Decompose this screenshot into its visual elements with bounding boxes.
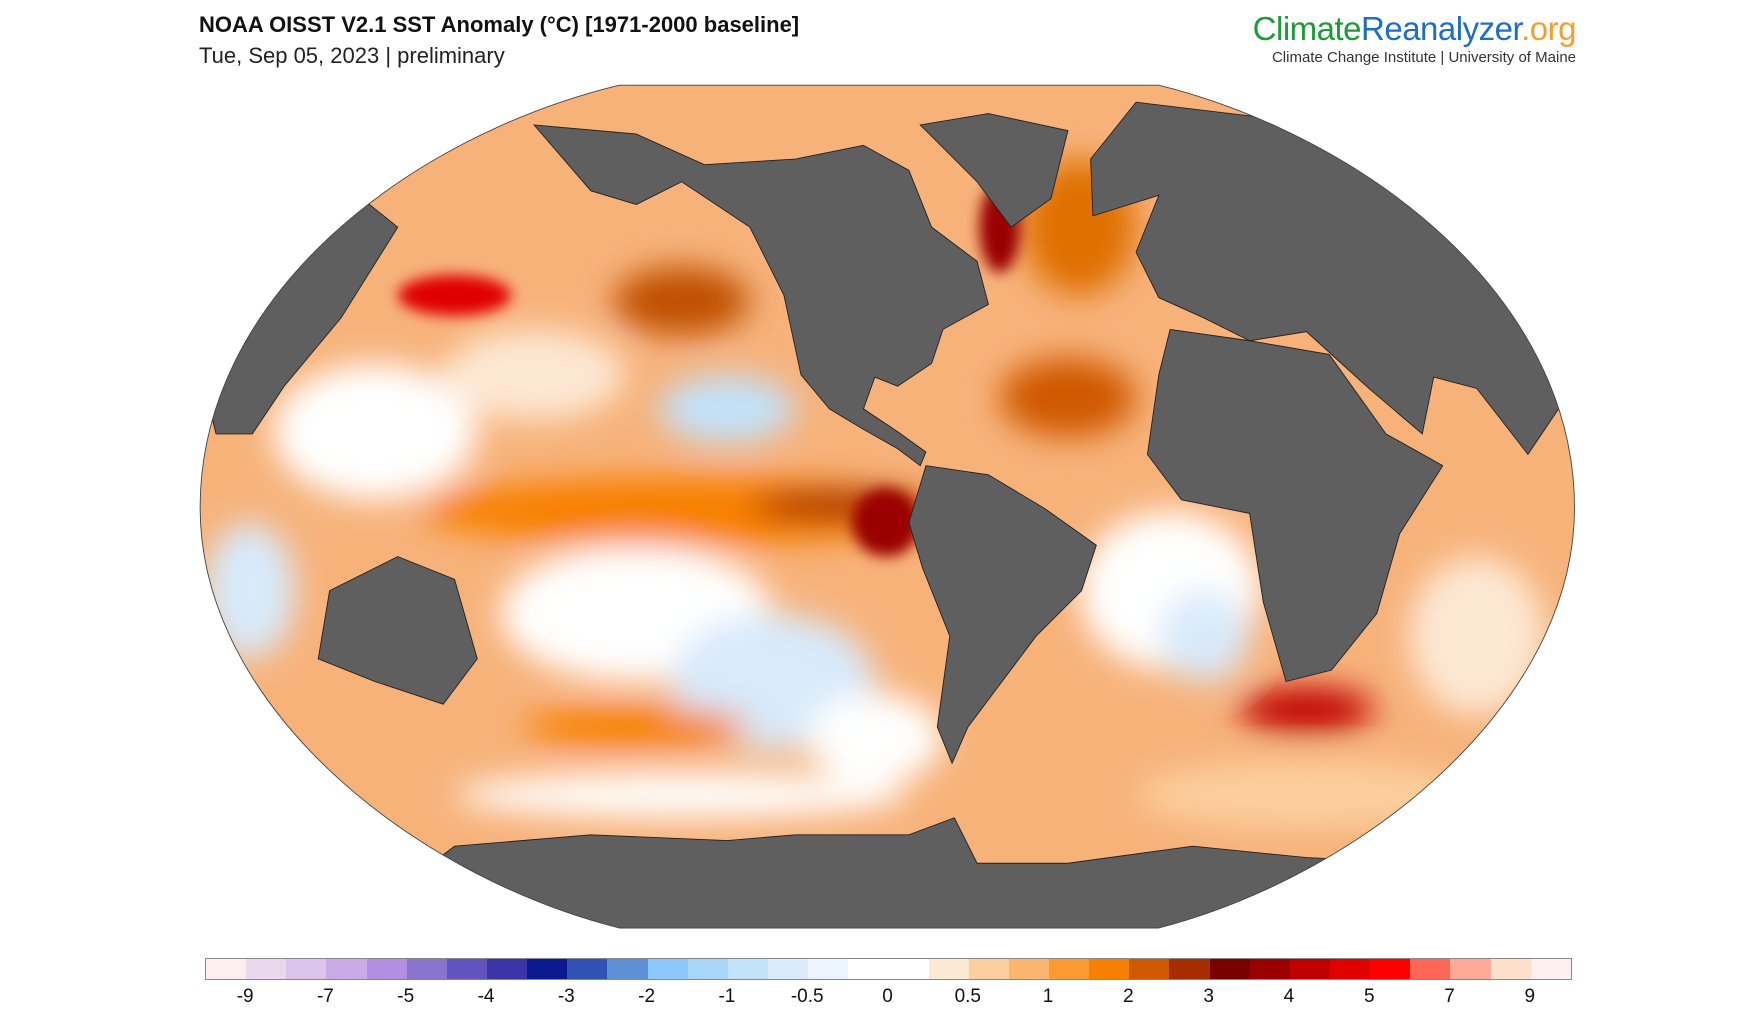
colorbar — [205, 958, 1572, 980]
north-america — [532, 124, 989, 467]
colorbar-swatch — [727, 959, 768, 979]
brand-name: ClimateReanalyzer.org — [1252, 10, 1577, 48]
colorbar-label: -5 — [397, 986, 415, 1007]
colorbar-label: 0 — [882, 986, 893, 1007]
colorbar-swatch — [206, 959, 247, 979]
colorbar-swatch — [1209, 959, 1250, 979]
colorbar-swatch — [567, 959, 608, 979]
colorbar-label: 9 — [1524, 986, 1536, 1007]
colorbar-label: 7 — [1444, 986, 1455, 1007]
colorbar-swatch — [647, 959, 688, 979]
colorbar-swatch — [1410, 959, 1451, 979]
colorbar-swatch — [246, 959, 287, 979]
australia — [317, 556, 478, 705]
colorbar-swatch — [366, 959, 407, 979]
colorbar-label: 0.5 — [954, 986, 981, 1007]
greenland — [919, 113, 1069, 228]
colorbar-swatch — [1490, 959, 1531, 979]
brand-logo[interactable]: ClimateReanalyzer.org Climate Change Ins… — [1252, 10, 1577, 66]
colorbar-label: -0.5 — [790, 986, 824, 1007]
colorbar-swatch — [286, 959, 327, 979]
south-america — [908, 465, 1097, 765]
colorbar-swatch — [1008, 959, 1049, 979]
colorbar-label: -7 — [316, 986, 334, 1007]
map-border — [199, 84, 1575, 929]
brand-subtitle: Climate Change Institute | University of… — [1271, 49, 1576, 66]
colorbar-swatch — [1450, 959, 1491, 979]
brand-part-reanalyzer: Reanalyzer — [1361, 10, 1522, 47]
colorbar-swatch — [1289, 959, 1330, 979]
colorbar-label: -4 — [477, 986, 495, 1007]
colorbar-swatch — [767, 959, 809, 979]
colorbar-swatch — [1129, 959, 1170, 979]
brand-part-org: .org — [1521, 10, 1576, 47]
brand-part-climate: Climate — [1252, 10, 1362, 47]
colorbar-swatch — [888, 959, 929, 979]
colorbar-swatch — [527, 959, 568, 979]
colorbar-label: 4 — [1283, 986, 1295, 1007]
colorbar-swatch — [486, 959, 528, 979]
colorbar-label: -3 — [557, 986, 575, 1007]
colorbar-swatch — [928, 959, 969, 979]
map-date: Tue, Sep 05, 2023 | preliminary — [199, 43, 505, 68]
colorbar-swatch — [1530, 959, 1571, 979]
colorbar-labels: -9 -7 -5 -4 -3 -2 -1 -0.5 0 0.5 1 2 3 4 5 7 9 — [205, 986, 1570, 1010]
colorbar-swatch — [1089, 959, 1130, 979]
colorbar-swatch — [1169, 959, 1210, 979]
colorbar-label: 2 — [1123, 986, 1134, 1007]
colorbar-label: 3 — [1203, 986, 1214, 1007]
colorbar-swatch — [446, 959, 487, 979]
colorbar-swatch — [848, 959, 889, 979]
colorbar-swatch — [687, 959, 728, 979]
colorbar-swatch — [808, 959, 849, 979]
colorbar-swatch — [406, 959, 447, 979]
africa — [1146, 328, 1444, 683]
colorbar-label: -2 — [638, 986, 656, 1007]
colorbar-swatch — [1048, 959, 1090, 979]
colorbar-swatch — [1329, 959, 1371, 979]
colorbar-swatch — [607, 959, 648, 979]
colorbar-label: 5 — [1363, 986, 1375, 1007]
colorbar-swatch — [1249, 959, 1290, 979]
colorbar-swatch — [1370, 959, 1411, 979]
colorbar-label: -9 — [236, 986, 254, 1007]
map-title: NOAA OISST V2.1 SST Anomaly (°C) [1971-2… — [199, 12, 800, 37]
colorbar-label: 1 — [1042, 986, 1054, 1007]
colorbar-label: -1 — [718, 986, 736, 1007]
colorbar-swatch — [326, 959, 367, 979]
colorbar-swatch — [968, 959, 1009, 979]
